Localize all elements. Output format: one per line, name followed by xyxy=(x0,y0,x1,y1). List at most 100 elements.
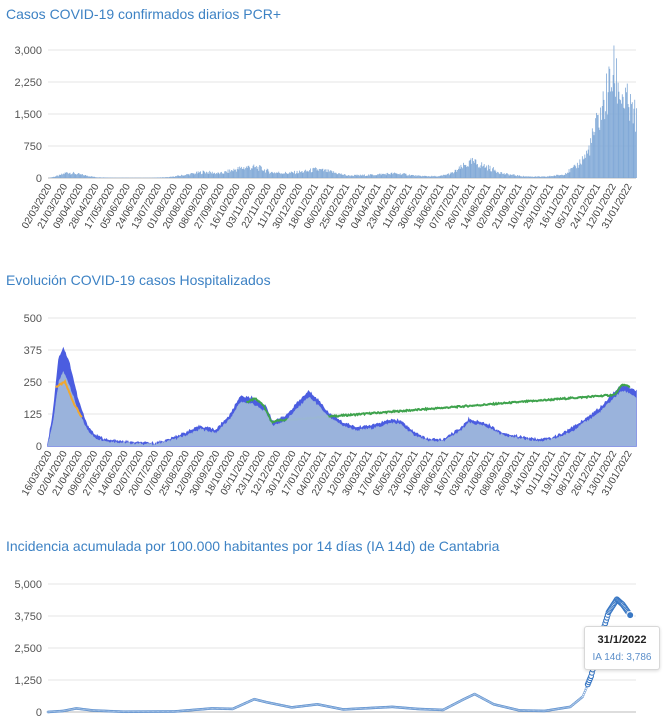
bar xyxy=(379,173,381,178)
bar xyxy=(315,167,317,178)
bar xyxy=(351,176,353,178)
bar xyxy=(295,174,296,178)
bar xyxy=(175,176,177,178)
bar xyxy=(441,175,443,178)
bar xyxy=(301,171,303,178)
bar xyxy=(322,168,324,178)
bar xyxy=(210,172,211,178)
bar xyxy=(235,169,236,178)
bar xyxy=(491,171,493,178)
chart-2-plot: 5,000 3,750 2,500 1,250 0 xyxy=(14,579,636,719)
bar xyxy=(265,172,266,178)
bar xyxy=(397,174,399,178)
bar xyxy=(167,177,169,178)
bar xyxy=(493,170,495,178)
bar xyxy=(479,168,481,178)
bar xyxy=(476,164,478,178)
bar xyxy=(288,173,290,178)
bar xyxy=(236,169,238,178)
chart-0-plot: 3,0002,2501,500750002/03/202021/03/20200… xyxy=(14,45,637,231)
highlighted-point[interactable] xyxy=(626,611,635,620)
bar xyxy=(562,175,564,178)
bar xyxy=(374,175,376,178)
bar xyxy=(326,169,328,178)
bar xyxy=(260,165,261,178)
bar xyxy=(616,103,618,178)
bar xyxy=(57,176,59,178)
bar xyxy=(77,173,78,178)
bar xyxy=(368,174,369,178)
bar xyxy=(588,145,590,178)
bar xyxy=(592,131,594,178)
bar xyxy=(428,176,429,178)
bar xyxy=(620,100,621,178)
bar xyxy=(348,175,350,178)
bar xyxy=(472,157,473,178)
bar xyxy=(376,175,378,178)
bar xyxy=(380,175,382,178)
bar xyxy=(69,172,71,178)
bar xyxy=(300,171,302,178)
bar xyxy=(354,174,356,178)
bar xyxy=(335,172,337,178)
y-tick-label: 0 xyxy=(36,173,42,185)
bar xyxy=(388,174,390,178)
bar xyxy=(389,174,391,178)
hospitalized-series-3 xyxy=(54,378,83,418)
bar xyxy=(62,173,64,178)
bar xyxy=(366,175,368,178)
bar xyxy=(325,171,327,178)
bar xyxy=(346,175,348,178)
bar xyxy=(214,172,216,178)
bar xyxy=(563,175,565,178)
bar xyxy=(454,169,456,178)
bar xyxy=(248,165,250,178)
bar xyxy=(206,171,207,178)
bar xyxy=(582,159,584,178)
bar xyxy=(574,164,576,178)
bar xyxy=(556,174,557,178)
bar xyxy=(238,169,240,178)
bar xyxy=(285,172,287,178)
bar xyxy=(199,171,201,178)
bar xyxy=(264,169,266,178)
bar xyxy=(569,172,571,178)
bar xyxy=(398,174,400,178)
bar xyxy=(80,174,82,178)
bar xyxy=(318,170,320,178)
bar xyxy=(394,172,396,178)
bar xyxy=(298,172,300,178)
bar xyxy=(388,173,389,178)
bar xyxy=(519,175,521,178)
bar xyxy=(544,176,546,178)
bar xyxy=(317,169,319,178)
bar xyxy=(598,127,600,178)
bar xyxy=(310,172,312,178)
bar xyxy=(364,174,365,178)
bar xyxy=(531,176,533,178)
bar xyxy=(295,173,297,178)
bar xyxy=(411,174,413,178)
bar xyxy=(462,168,463,178)
bar xyxy=(477,164,478,178)
bar xyxy=(627,104,629,178)
bar xyxy=(353,176,355,178)
bar xyxy=(279,172,281,178)
bar xyxy=(181,175,183,178)
bar xyxy=(299,170,300,178)
bar xyxy=(404,173,406,178)
bar xyxy=(561,174,562,178)
bar xyxy=(85,175,87,178)
bar xyxy=(97,177,99,178)
bar xyxy=(77,173,79,178)
bar xyxy=(197,171,199,178)
bar xyxy=(319,168,320,178)
bar xyxy=(240,168,241,178)
bar xyxy=(632,123,634,178)
bar xyxy=(428,176,430,178)
bar xyxy=(601,119,602,178)
y-tick-label: 375 xyxy=(24,345,42,357)
y-tick-label: 125 xyxy=(24,409,42,421)
bar xyxy=(517,174,518,178)
bar xyxy=(203,171,205,178)
